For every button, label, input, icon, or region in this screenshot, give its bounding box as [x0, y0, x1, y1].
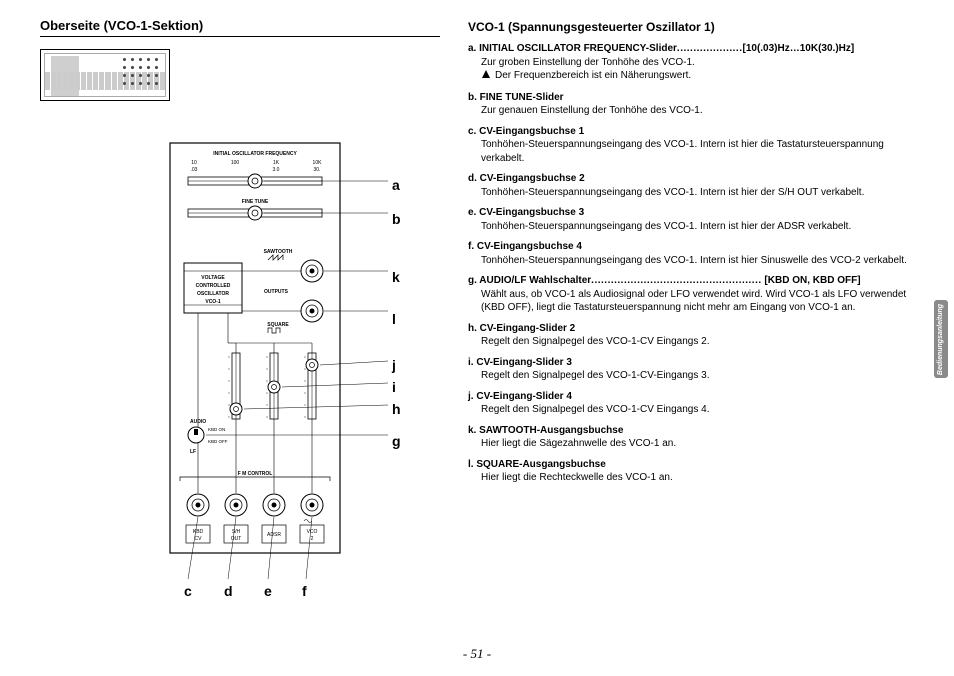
- svg-text:FINE TUNE: FINE TUNE: [242, 199, 269, 205]
- item-body: Tonhöhen-Steuerspannungseingang des VCO-…: [481, 220, 914, 234]
- svg-text:CONTROLLED: CONTROLLED: [196, 283, 231, 289]
- svg-text:100: 100: [231, 160, 240, 166]
- callout-letter-c: c: [184, 583, 192, 599]
- item-head: g. AUDIO/LF Wahlschalter................…: [468, 274, 914, 288]
- cv-slider-2: [230, 353, 242, 419]
- callout-letter-k: k: [392, 269, 400, 285]
- callout-letter-h: h: [392, 401, 401, 417]
- description-item: j. CV-Eingang-Slider 4Regelt den Signalp…: [468, 390, 914, 417]
- callout-letter-i: i: [392, 379, 396, 395]
- section-title: Oberseite (VCO-1-Sektion): [40, 18, 440, 37]
- description-item: l. SQUARE-AusgangsbuchseHier liegt die R…: [468, 458, 914, 485]
- square-jack: [301, 300, 323, 322]
- freq-slider-knob: [248, 174, 262, 188]
- sawtooth-jack: [301, 260, 323, 282]
- svg-text:SQUARE: SQUARE: [267, 322, 289, 328]
- svg-text:30.: 30.: [314, 167, 321, 173]
- description-item: c. CV-Eingangsbuchse 1Tonhöhen-Steuerspa…: [468, 125, 914, 166]
- audio-lf-switch: [188, 427, 204, 443]
- cv-slider-3: [268, 353, 280, 419]
- svg-text:1K: 1K: [273, 160, 280, 166]
- item-head: b. FINE TUNE-Slider: [468, 91, 914, 105]
- fine-tune-knob: [248, 206, 262, 220]
- svg-text:VOLTAGE: VOLTAGE: [201, 275, 225, 281]
- jack-vco2: [301, 494, 323, 516]
- svg-text:3.0: 3.0: [273, 167, 280, 173]
- svg-text:F M CONTROL: F M CONTROL: [238, 471, 273, 477]
- description-item: f. CV-Eingangsbuchse 4Tonhöhen-Steuerspa…: [468, 240, 914, 267]
- callout-letter-a: a: [392, 177, 400, 193]
- item-head: a. INITIAL OSCILLATOR FREQUENCY-Slider..…: [468, 42, 914, 56]
- svg-text:OUTPUTS: OUTPUTS: [264, 289, 289, 295]
- item-head: c. CV-Eingangsbuchse 1: [468, 125, 914, 139]
- item-body: Tonhöhen-Steuerspannungseingang des VCO-…: [481, 186, 914, 200]
- jack-sh-out: [225, 494, 247, 516]
- item-body: Tonhöhen-Steuerspannungseingang des VCO-…: [481, 138, 914, 165]
- callout-letter-g: g: [392, 433, 401, 449]
- svg-text:INITIAL OSCILLATOR FREQUENCY: INITIAL OSCILLATOR FREQUENCY: [213, 151, 297, 157]
- item-head: j. CV-Eingang-Slider 4: [468, 390, 914, 404]
- item-head: d. CV-Eingangsbuchse 2: [468, 172, 914, 186]
- svg-text:LF: LF: [190, 449, 196, 455]
- item-body: Wählt aus, ob VCO-1 als Audiosignal oder…: [481, 288, 914, 315]
- description-item: e. CV-Eingangsbuchse 3Tonhöhen-Steuerspa…: [468, 206, 914, 233]
- item-head: l. SQUARE-Ausgangsbuchse: [468, 458, 914, 472]
- description-item: g. AUDIO/LF Wahlschalter................…: [468, 274, 914, 315]
- vco1-diagram: INITIAL OSCILLATOR FREQUENCY 10 100 1K 1…: [40, 113, 440, 603]
- page-number: - 51 -: [0, 646, 954, 662]
- svg-text:AUDIO: AUDIO: [190, 419, 206, 425]
- callout-letter-b: b: [392, 211, 401, 227]
- callout-letter-l: l: [392, 311, 396, 327]
- description-item: h. CV-Eingang-Slider 2Regelt den Signalp…: [468, 322, 914, 349]
- svg-text:10: 10: [191, 160, 197, 166]
- callout-letter-d: d: [224, 583, 233, 599]
- item-body: Zur genauen Einstellung der Tonhöhe des …: [481, 104, 914, 118]
- description-item: b. FINE TUNE-SliderZur genauen Einstellu…: [468, 91, 914, 118]
- svg-text:KBD: KBD: [193, 529, 204, 535]
- description-item: d. CV-Eingangsbuchse 2Tonhöhen-Steuerspa…: [468, 172, 914, 199]
- callout-letter-j: j: [392, 357, 396, 373]
- item-head: h. CV-Eingang-Slider 2: [468, 322, 914, 336]
- item-head: f. CV-Eingangsbuchse 4: [468, 240, 914, 254]
- svg-text:OUT: OUT: [231, 536, 242, 542]
- item-body: Hier liegt die Sägezahnwelle des VCO-1 a…: [481, 437, 914, 451]
- jack-adsr: [263, 494, 285, 516]
- item-head: i. CV-Eingang-Slider 3: [468, 356, 914, 370]
- item-body: Zur groben Einstellung der Tonhöhe des V…: [481, 56, 914, 70]
- svg-text:CV: CV: [195, 536, 203, 542]
- item-body: Regelt den Signalpegel des VCO-1-CV Eing…: [481, 335, 914, 349]
- svg-text:SAWTOOTH: SAWTOOTH: [264, 249, 293, 255]
- svg-text:10K: 10K: [313, 160, 323, 166]
- svg-text:KBD ON: KBD ON: [208, 427, 225, 432]
- svg-text:.03: .03: [191, 167, 198, 173]
- svg-text:OSCILLATOR: OSCILLATOR: [197, 291, 229, 297]
- description-item: a. INITIAL OSCILLATOR FREQUENCY-Slider..…: [468, 42, 914, 84]
- svg-text:KBD OFF: KBD OFF: [208, 439, 228, 444]
- item-head: k. SAWTOOTH-Ausgangsbuchse: [468, 424, 914, 438]
- item-body: Regelt den Signalpegel des VCO-1-CV-Eing…: [481, 369, 914, 383]
- description-item: k. SAWTOOTH-AusgangsbuchseHier liegt die…: [468, 424, 914, 451]
- callout-letter-e: e: [264, 583, 272, 599]
- callout-letter-f: f: [302, 583, 307, 599]
- item-note: Der Frequenzbereich ist ein Näherungswer…: [481, 69, 914, 84]
- svg-text:ADSR: ADSR: [267, 532, 281, 538]
- item-body: Regelt den Signalpegel des VCO-1-CV Eing…: [481, 403, 914, 417]
- side-tab: Bedienungsanleitung: [934, 300, 948, 378]
- svg-text:VCO: VCO: [307, 529, 318, 535]
- vco1-subtitle: VCO-1 (Spannungsgesteuerter Oszillator 1…: [468, 20, 914, 34]
- note-icon: [481, 69, 491, 84]
- svg-text:2: 2: [311, 536, 314, 542]
- jack-kbd-cv: [187, 494, 209, 516]
- svg-text:VCO-1: VCO-1: [205, 299, 221, 305]
- item-body: Hier liegt die Rechteckwelle des VCO-1 a…: [481, 471, 914, 485]
- item-head: e. CV-Eingangsbuchse 3: [468, 206, 914, 220]
- description-item: i. CV-Eingang-Slider 3Regelt den Signalp…: [468, 356, 914, 383]
- svg-text:S/H: S/H: [232, 529, 241, 535]
- item-body: Tonhöhen-Steuerspannungseingang des VCO-…: [481, 254, 914, 268]
- panel-thumbnail: [40, 49, 170, 101]
